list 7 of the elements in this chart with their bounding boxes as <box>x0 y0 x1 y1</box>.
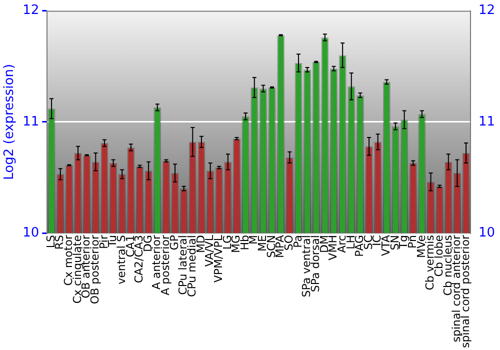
y2-tick-label: 11 <box>478 114 496 130</box>
y-tick-label: 10 <box>22 225 40 240</box>
y-tick-label: 12 <box>22 3 40 18</box>
y2-tick-label: 10 <box>478 225 496 240</box>
y-tick-label: 11 <box>22 114 40 130</box>
y2-tick-label: 12 <box>478 3 496 18</box>
y-axis-title: Log2 (expression) <box>2 64 18 180</box>
